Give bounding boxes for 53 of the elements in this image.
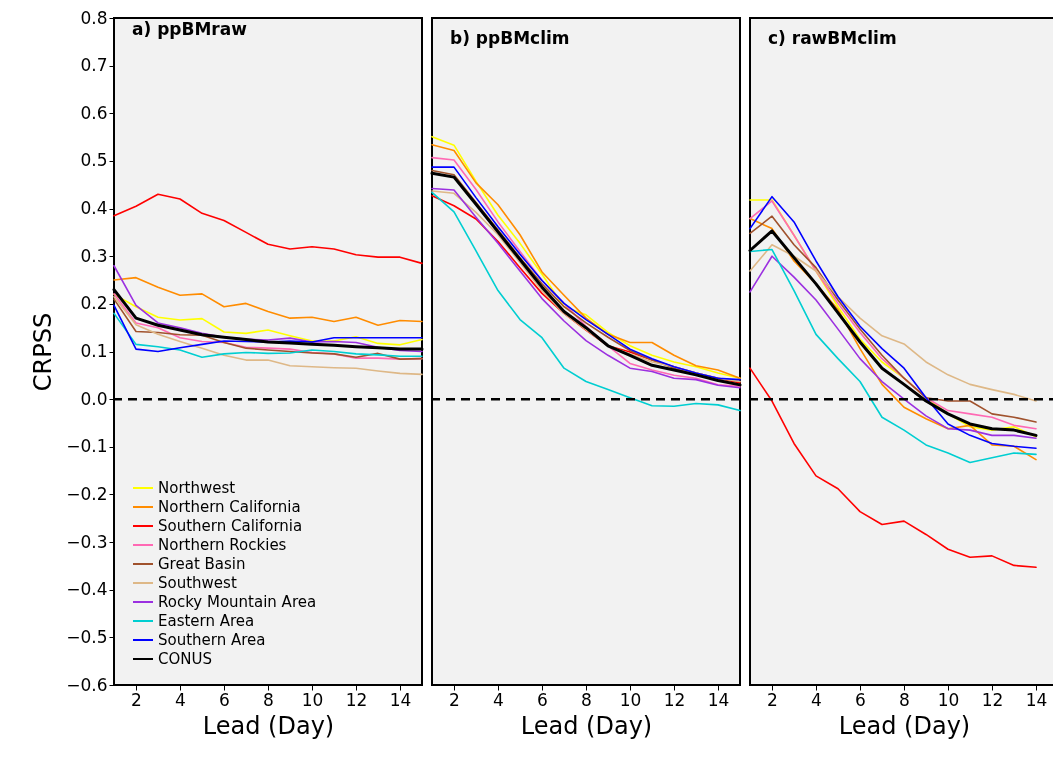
legend-label: Eastern Area: [158, 612, 255, 630]
y-tick-label: 0.5: [80, 150, 108, 171]
x-axis-title: Lead (Day): [202, 711, 335, 740]
x-tick-label: 4: [493, 689, 504, 710]
x-tick-label: 4: [175, 689, 186, 710]
y-tick-label: −0.3: [66, 531, 108, 552]
text: b) ppBMclim: [450, 28, 570, 48]
text: c) rawBMclim: [768, 28, 897, 48]
x-tick-label: 8: [581, 689, 592, 710]
legend-label: Great Basin: [158, 555, 246, 573]
y-tick-label: 0.2: [80, 293, 108, 314]
y-tick-label: −0.2: [66, 483, 108, 504]
chart-title: a) ppBMraw: [132, 19, 248, 39]
y-tick-label: −0.4: [66, 579, 108, 600]
legend-label: Northwest: [158, 479, 236, 497]
legend-label: Southwest: [158, 574, 237, 592]
x-tick-label: 2: [767, 689, 778, 710]
x-tick-label: 12: [345, 689, 368, 710]
y-tick-label: −0.6: [66, 674, 108, 695]
x-tick-label: 6: [537, 689, 548, 710]
y-tick-label: 0.7: [80, 55, 108, 76]
x-tick-label: 10: [619, 689, 642, 710]
y-tick-label: −0.5: [66, 626, 108, 647]
y-tick-label: 0.4: [80, 198, 108, 219]
x-axis-title: Lead (Day): [520, 711, 653, 740]
legend-label: Northern California: [158, 498, 301, 516]
x-tick-label: 14: [389, 689, 412, 710]
y-tick-label: 0.1: [80, 341, 108, 361]
y-tick-label: −0.1: [66, 436, 108, 457]
x-tick-label: 14: [1025, 689, 1048, 710]
legend-label: Southern Area: [158, 631, 266, 649]
x-tick-label: 10: [937, 689, 960, 710]
y-axis-title: CRPSS: [29, 312, 58, 392]
x-tick-label: 10: [301, 689, 324, 710]
x-tick-label: 2: [449, 689, 460, 710]
x-tick-label: 12: [981, 689, 1004, 710]
y-tick-label: 0.3: [80, 245, 108, 266]
x-tick-label: 6: [855, 689, 866, 710]
x-tick-label: 6: [219, 689, 230, 710]
x-tick-label: 8: [263, 689, 274, 710]
x-tick-label: 14: [707, 689, 730, 710]
y-tick-label: 0.6: [80, 102, 108, 123]
legend-label: Northern Rockies: [158, 536, 287, 554]
x-tick-label: 2: [131, 689, 142, 710]
legend-label: Rocky Mountain Area: [158, 593, 317, 611]
x-axis-title: Lead (Day): [838, 711, 971, 740]
x-tick-label: 4: [811, 689, 822, 710]
legend-label: Southern California: [158, 517, 303, 535]
y-tick-label: 0.0: [80, 388, 108, 409]
y-tick-label: 0.8: [80, 7, 108, 28]
legend-label: CONUS: [158, 650, 213, 668]
x-tick-label: 12: [663, 689, 686, 710]
x-tick-label: 8: [899, 689, 910, 710]
